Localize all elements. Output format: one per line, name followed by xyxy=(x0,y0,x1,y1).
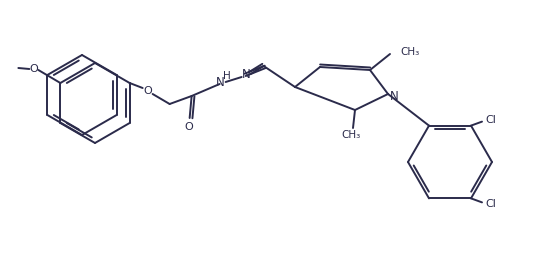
Text: O: O xyxy=(29,64,37,74)
Text: O: O xyxy=(143,86,152,96)
Text: Cl: Cl xyxy=(485,199,496,209)
Text: Cl: Cl xyxy=(485,115,496,125)
Text: N: N xyxy=(216,77,225,90)
Text: H: H xyxy=(223,71,231,81)
Text: N: N xyxy=(242,68,251,81)
Text: CH₃: CH₃ xyxy=(400,47,419,57)
Text: O: O xyxy=(184,122,193,132)
Text: CH₃: CH₃ xyxy=(342,130,361,140)
Text: N: N xyxy=(390,90,399,102)
